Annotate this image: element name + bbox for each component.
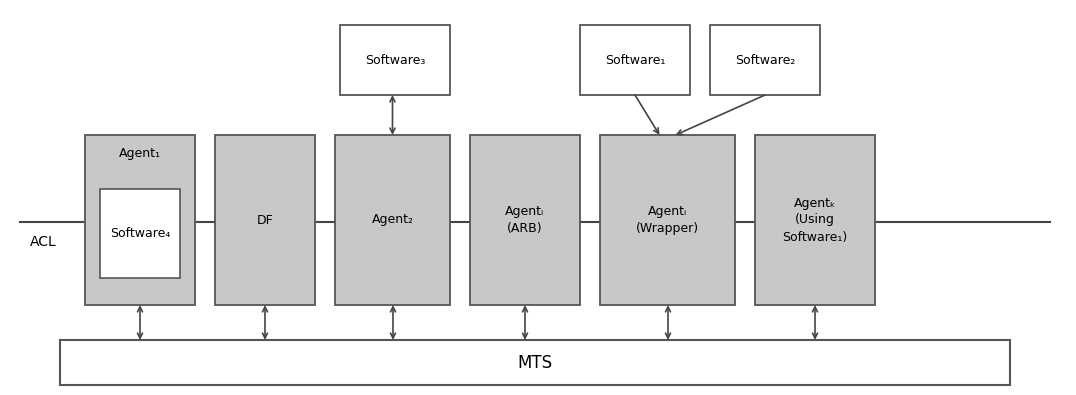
Text: Agentᵢ
(Wrapper): Agentᵢ (Wrapper) <box>636 205 699 235</box>
Text: Agentᵢ
(ARB): Agentᵢ (ARB) <box>506 205 544 235</box>
Text: Software₂: Software₂ <box>735 53 795 66</box>
Text: Software₄: Software₄ <box>110 227 170 240</box>
Bar <box>85 135 195 305</box>
Text: ACL: ACL <box>30 235 57 249</box>
Text: Agentₖ
(Using
Software₁): Agentₖ (Using Software₁) <box>782 196 848 243</box>
Text: Agent₁: Agent₁ <box>119 147 161 160</box>
Bar <box>755 135 875 305</box>
Text: Software₃: Software₃ <box>365 53 425 66</box>
Bar <box>335 135 450 305</box>
Bar <box>60 340 1010 385</box>
Bar <box>600 135 735 305</box>
Bar <box>100 189 180 278</box>
Bar <box>215 135 315 305</box>
Text: Software₁: Software₁ <box>605 53 665 66</box>
Text: DF: DF <box>256 214 273 226</box>
Bar <box>470 135 580 305</box>
Bar <box>340 25 450 95</box>
Bar <box>580 25 690 95</box>
Text: MTS: MTS <box>518 354 553 372</box>
Text: Agent₂: Agent₂ <box>371 214 413 226</box>
Bar <box>710 25 820 95</box>
